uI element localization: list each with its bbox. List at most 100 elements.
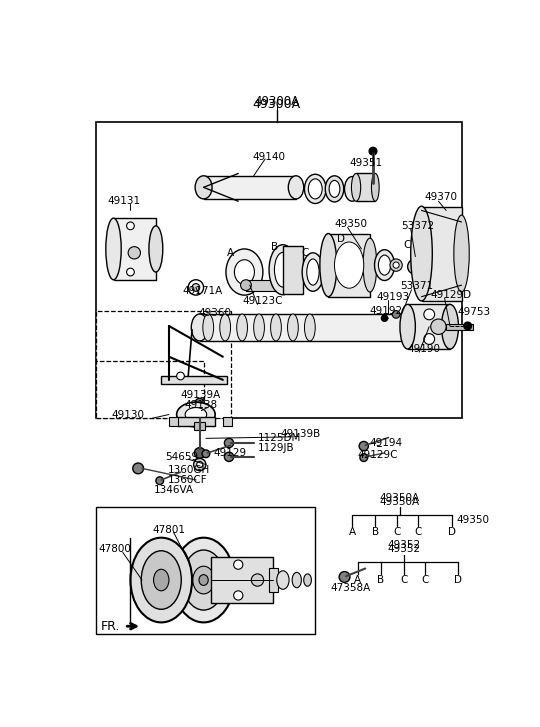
Bar — [408, 305, 450, 349]
Circle shape — [339, 571, 350, 582]
Bar — [446, 324, 473, 330]
Ellipse shape — [292, 572, 301, 587]
Circle shape — [188, 280, 204, 295]
Text: 53372: 53372 — [402, 221, 435, 231]
Ellipse shape — [131, 538, 192, 622]
Ellipse shape — [454, 215, 469, 292]
Circle shape — [411, 262, 419, 270]
Circle shape — [126, 268, 134, 276]
Ellipse shape — [237, 314, 247, 341]
Circle shape — [156, 477, 164, 485]
Circle shape — [359, 441, 368, 451]
Circle shape — [197, 462, 203, 467]
Ellipse shape — [303, 574, 312, 586]
Text: 1360GH: 1360GH — [167, 465, 210, 475]
Ellipse shape — [288, 176, 303, 199]
Ellipse shape — [191, 314, 208, 341]
Ellipse shape — [334, 242, 364, 288]
Ellipse shape — [442, 305, 458, 349]
Text: 47358A: 47358A — [330, 583, 371, 593]
Ellipse shape — [329, 180, 340, 197]
Circle shape — [424, 309, 435, 320]
Bar — [96, 310, 231, 418]
Text: 49194: 49194 — [369, 438, 402, 448]
Ellipse shape — [379, 255, 391, 275]
Bar — [408, 314, 438, 334]
Text: 1125DM: 1125DM — [258, 433, 301, 443]
Text: 49370: 49370 — [424, 193, 457, 202]
Text: B: B — [377, 575, 384, 585]
Bar — [96, 122, 462, 418]
Text: 49753: 49753 — [458, 307, 491, 317]
Text: 1346VA: 1346VA — [153, 485, 194, 495]
Circle shape — [126, 222, 134, 230]
Bar — [211, 557, 273, 603]
Text: C: C — [400, 575, 408, 585]
Ellipse shape — [320, 233, 337, 297]
Text: A: A — [354, 575, 361, 585]
Ellipse shape — [106, 218, 121, 280]
Text: 49193: 49193 — [377, 292, 410, 302]
Ellipse shape — [199, 574, 208, 585]
Text: 49360: 49360 — [198, 308, 231, 318]
Circle shape — [225, 452, 234, 462]
Circle shape — [240, 280, 251, 291]
Text: 49190: 49190 — [408, 344, 441, 354]
Circle shape — [192, 284, 200, 292]
Text: 49139A: 49139A — [180, 390, 221, 401]
Text: 49123C: 49123C — [242, 297, 282, 306]
Text: 49129C: 49129C — [357, 449, 398, 459]
Text: 49140: 49140 — [252, 151, 285, 161]
Text: 49131: 49131 — [107, 196, 140, 206]
Text: A: A — [227, 248, 234, 258]
Circle shape — [408, 259, 423, 274]
Text: 49138: 49138 — [184, 401, 218, 410]
Text: 49352: 49352 — [387, 540, 420, 550]
Bar — [283, 246, 303, 294]
Text: D: D — [337, 234, 345, 244]
Ellipse shape — [308, 179, 322, 199]
Text: C: C — [301, 248, 309, 258]
Text: B: B — [272, 241, 279, 252]
Bar — [200, 314, 438, 342]
Ellipse shape — [177, 402, 215, 427]
Text: 49350A: 49350A — [380, 497, 420, 507]
Ellipse shape — [276, 571, 289, 590]
Ellipse shape — [141, 551, 181, 609]
Text: 49130: 49130 — [111, 410, 144, 420]
Circle shape — [369, 148, 377, 155]
Ellipse shape — [305, 174, 326, 204]
Ellipse shape — [226, 249, 263, 295]
Ellipse shape — [375, 249, 395, 281]
Circle shape — [225, 438, 234, 448]
Circle shape — [196, 407, 204, 414]
Text: 49192: 49192 — [369, 305, 402, 316]
Circle shape — [464, 322, 471, 330]
Text: C: C — [404, 240, 411, 250]
Text: B: B — [372, 527, 379, 537]
Circle shape — [133, 463, 144, 474]
Circle shape — [234, 560, 243, 569]
Circle shape — [381, 316, 388, 321]
Text: 54659: 54659 — [165, 452, 198, 462]
Text: 49350: 49350 — [334, 220, 368, 229]
Circle shape — [234, 591, 243, 600]
Text: D: D — [454, 575, 462, 585]
Text: 49351: 49351 — [350, 158, 383, 168]
Text: 49300A: 49300A — [253, 97, 301, 111]
Circle shape — [202, 450, 210, 457]
Bar — [96, 361, 204, 418]
Bar — [269, 569, 278, 592]
Ellipse shape — [185, 408, 207, 422]
Circle shape — [194, 448, 205, 459]
Ellipse shape — [193, 566, 214, 594]
Text: D: D — [448, 527, 456, 537]
Bar — [177, 417, 215, 426]
Ellipse shape — [149, 226, 163, 272]
Text: 53371: 53371 — [400, 281, 433, 291]
Text: C: C — [422, 575, 429, 585]
Text: 49350: 49350 — [456, 515, 489, 525]
Circle shape — [424, 334, 435, 345]
Text: 47801: 47801 — [152, 525, 185, 535]
Text: 49139B: 49139B — [281, 429, 321, 438]
